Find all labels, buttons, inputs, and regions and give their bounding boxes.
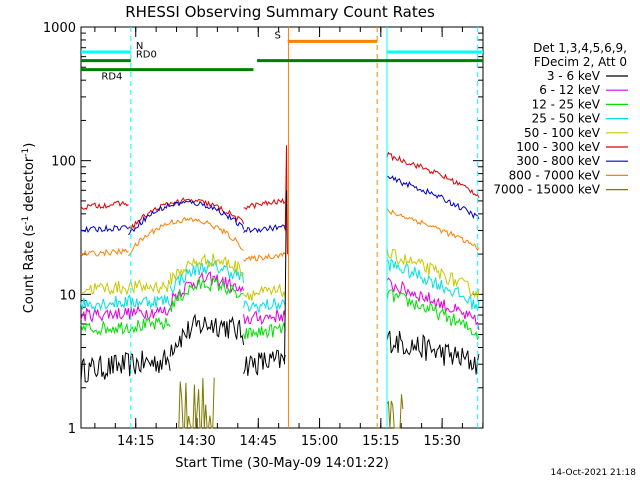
legend-label: 3 - 6 keV [547, 69, 601, 83]
y-label-sup: -1 [21, 148, 31, 157]
y-label-part: Count Rate (s [22, 225, 37, 314]
legend-label: 50 - 100 keV [524, 126, 601, 140]
series-line [169, 271, 245, 307]
series-line [386, 289, 480, 341]
series-line [169, 313, 245, 357]
legend-header-2: FDecim 2, Att 0 [534, 55, 627, 69]
series-line [169, 276, 244, 313]
flag-label-rd4: RD4 [101, 72, 122, 83]
series-line [80, 224, 129, 234]
series-line [80, 305, 171, 323]
series-line [128, 199, 245, 236]
y-label-part: ) [22, 143, 37, 148]
y-tick-label: 1000 [43, 21, 76, 36]
spike-line [284, 190, 287, 365]
plot-frame [80, 26, 484, 429]
footer-timestamp: 14-Oct-2021 21:18 [551, 468, 637, 478]
x-tick-label: 14:15 [117, 434, 154, 449]
series-line [80, 316, 171, 336]
x-axis-label: Start Time (30-May-09 14:01:22) [175, 456, 389, 471]
series-group [80, 145, 480, 429]
series-line [80, 247, 129, 257]
series-line [386, 247, 480, 299]
y-label-sup: -1 [21, 216, 31, 225]
series-line [386, 175, 480, 220]
series-line [177, 377, 215, 429]
series-line [80, 294, 171, 312]
chart-title: RHESSI Observing Summary Count Rates [125, 3, 435, 21]
series-line [386, 151, 480, 199]
x-tick-label: 15:00 [301, 434, 338, 449]
series-line [243, 224, 286, 234]
series-line [386, 208, 480, 252]
series-line [386, 277, 480, 331]
series-line [386, 394, 404, 429]
series-line [386, 258, 480, 311]
x-tick-label: 14:45 [240, 434, 277, 449]
series-line [169, 259, 245, 294]
series-line [80, 349, 171, 383]
series-line [243, 251, 286, 262]
axes-group: 1 10 100 1000 14:15 14:30 14:45 15:00 15:15 15:30 [43, 21, 484, 449]
x-tick-label: 15:15 [362, 434, 399, 449]
y-label-part: detector [22, 156, 37, 216]
y-tick-label: 10 [59, 288, 76, 303]
series-line [243, 197, 286, 211]
legend-label: 100 - 300 keV [516, 140, 600, 154]
series-line [243, 322, 286, 340]
y-axis-label: Count Rate (s-1 detector-1) [21, 143, 37, 314]
annotation-group: N S RD0 RD4 [81, 27, 483, 428]
series-line [169, 253, 245, 285]
x-tick-label: 14:30 [178, 434, 215, 449]
flag-label-saa: S [274, 30, 280, 41]
legend-label: 800 - 7000 keV [509, 168, 601, 182]
y-tick-label: 100 [51, 155, 76, 170]
legend-label: 7000 - 15000 keV [493, 183, 600, 197]
series-line [80, 200, 129, 210]
legend-label: 300 - 800 keV [516, 154, 600, 168]
y-tick-label: 1 [68, 422, 76, 437]
spike-line [285, 145, 288, 255]
series-line [243, 309, 286, 325]
legend-header-1: Det 1,3,4,5,6,9, [533, 41, 627, 55]
x-tick-label: 15:30 [423, 434, 460, 449]
legend-label: 25 - 50 keV [532, 112, 601, 126]
series-line [80, 278, 171, 297]
flag-label-rd0: RD0 [136, 50, 157, 61]
series-line [243, 349, 286, 376]
legend-label: 6 - 12 keV [539, 83, 601, 97]
series-line [128, 197, 245, 232]
flag-label-night: N [136, 41, 143, 52]
series-line [243, 297, 286, 313]
legend-label: 12 - 25 keV [532, 97, 601, 111]
series-line [128, 216, 244, 257]
series-line [243, 283, 286, 301]
series-line [386, 330, 480, 375]
